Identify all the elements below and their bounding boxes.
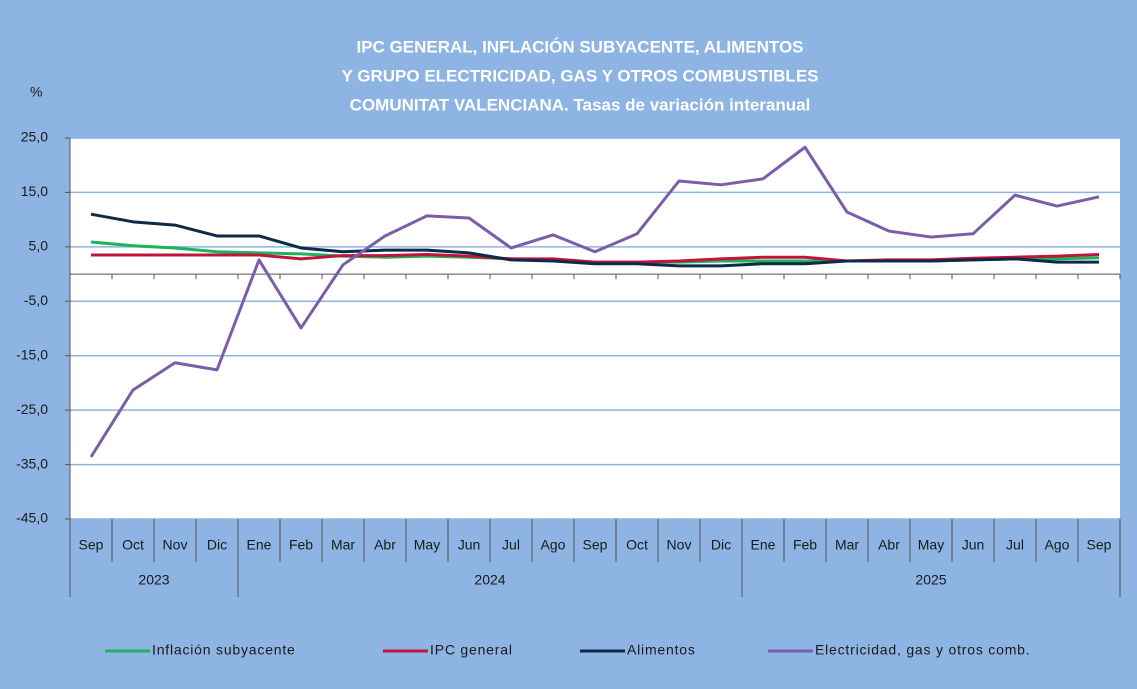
x-tick-label: Oct — [626, 537, 648, 553]
x-tick-label: Sep — [1087, 537, 1112, 553]
x-tick-label: Nov — [667, 537, 692, 553]
x-tick-label: Sep — [583, 537, 608, 553]
x-tick-label: Ene — [751, 537, 776, 553]
year-label: 2024 — [474, 572, 505, 588]
legend-label: Inflación subyacente — [152, 642, 296, 658]
chart-title: IPC GENERAL, INFLACIÓN SUBYACENTE, ALIME… — [356, 37, 803, 56]
x-tick-label: Ago — [1045, 537, 1070, 553]
year-label: 2023 — [138, 572, 169, 588]
x-tick-label: Dic — [711, 537, 731, 553]
x-tick-label: Jun — [458, 537, 481, 553]
chart-title: COMUNITAT VALENCIANA. Tasas de variación… — [350, 95, 811, 114]
x-tick-label: Mar — [835, 537, 859, 553]
x-tick-label: Abr — [374, 537, 396, 553]
x-tick-label: Jun — [962, 537, 985, 553]
y-tick-label: -45,0 — [16, 510, 48, 526]
x-tick-label: Abr — [878, 537, 900, 553]
year-label: 2025 — [915, 572, 946, 588]
legend-label: Electricidad, gas y otros comb. — [815, 642, 1030, 658]
x-tick-label: Mar — [331, 537, 355, 553]
legend-label: IPC general — [430, 642, 513, 658]
x-tick-label: Feb — [289, 537, 313, 553]
plot-area — [70, 138, 1120, 519]
series-line — [89, 145, 1100, 458]
x-tick-label: Oct — [122, 537, 144, 553]
x-tick-label: May — [918, 537, 944, 553]
x-tick-label: Ene — [247, 537, 272, 553]
x-tick-label: Ago — [541, 537, 566, 553]
chart-title: Y GRUPO ELECTRICIDAD, GAS Y OTROS COMBUS… — [342, 66, 819, 85]
x-tick-label: May — [414, 537, 440, 553]
y-tick-label: 15,0 — [21, 183, 48, 199]
x-tick-label: Feb — [793, 537, 817, 553]
series-line — [90, 212, 1099, 268]
x-tick-label: Nov — [163, 537, 188, 553]
y-tick-label: -5,0 — [24, 292, 48, 308]
y-tick-label: -35,0 — [16, 455, 48, 471]
x-tick-label: Sep — [79, 537, 104, 553]
y-tick-label: 25,0 — [21, 129, 48, 145]
legend-label: Alimentos — [627, 642, 696, 658]
y-tick-label: -15,0 — [16, 346, 48, 362]
x-tick-label: Jul — [502, 537, 520, 553]
y-tick-label: -25,0 — [16, 401, 48, 417]
x-tick-label: Dic — [207, 537, 227, 553]
x-tick-label: Jul — [1006, 537, 1024, 553]
y-tick-label: 5,0 — [29, 238, 49, 254]
y-axis-label: % — [30, 84, 42, 100]
